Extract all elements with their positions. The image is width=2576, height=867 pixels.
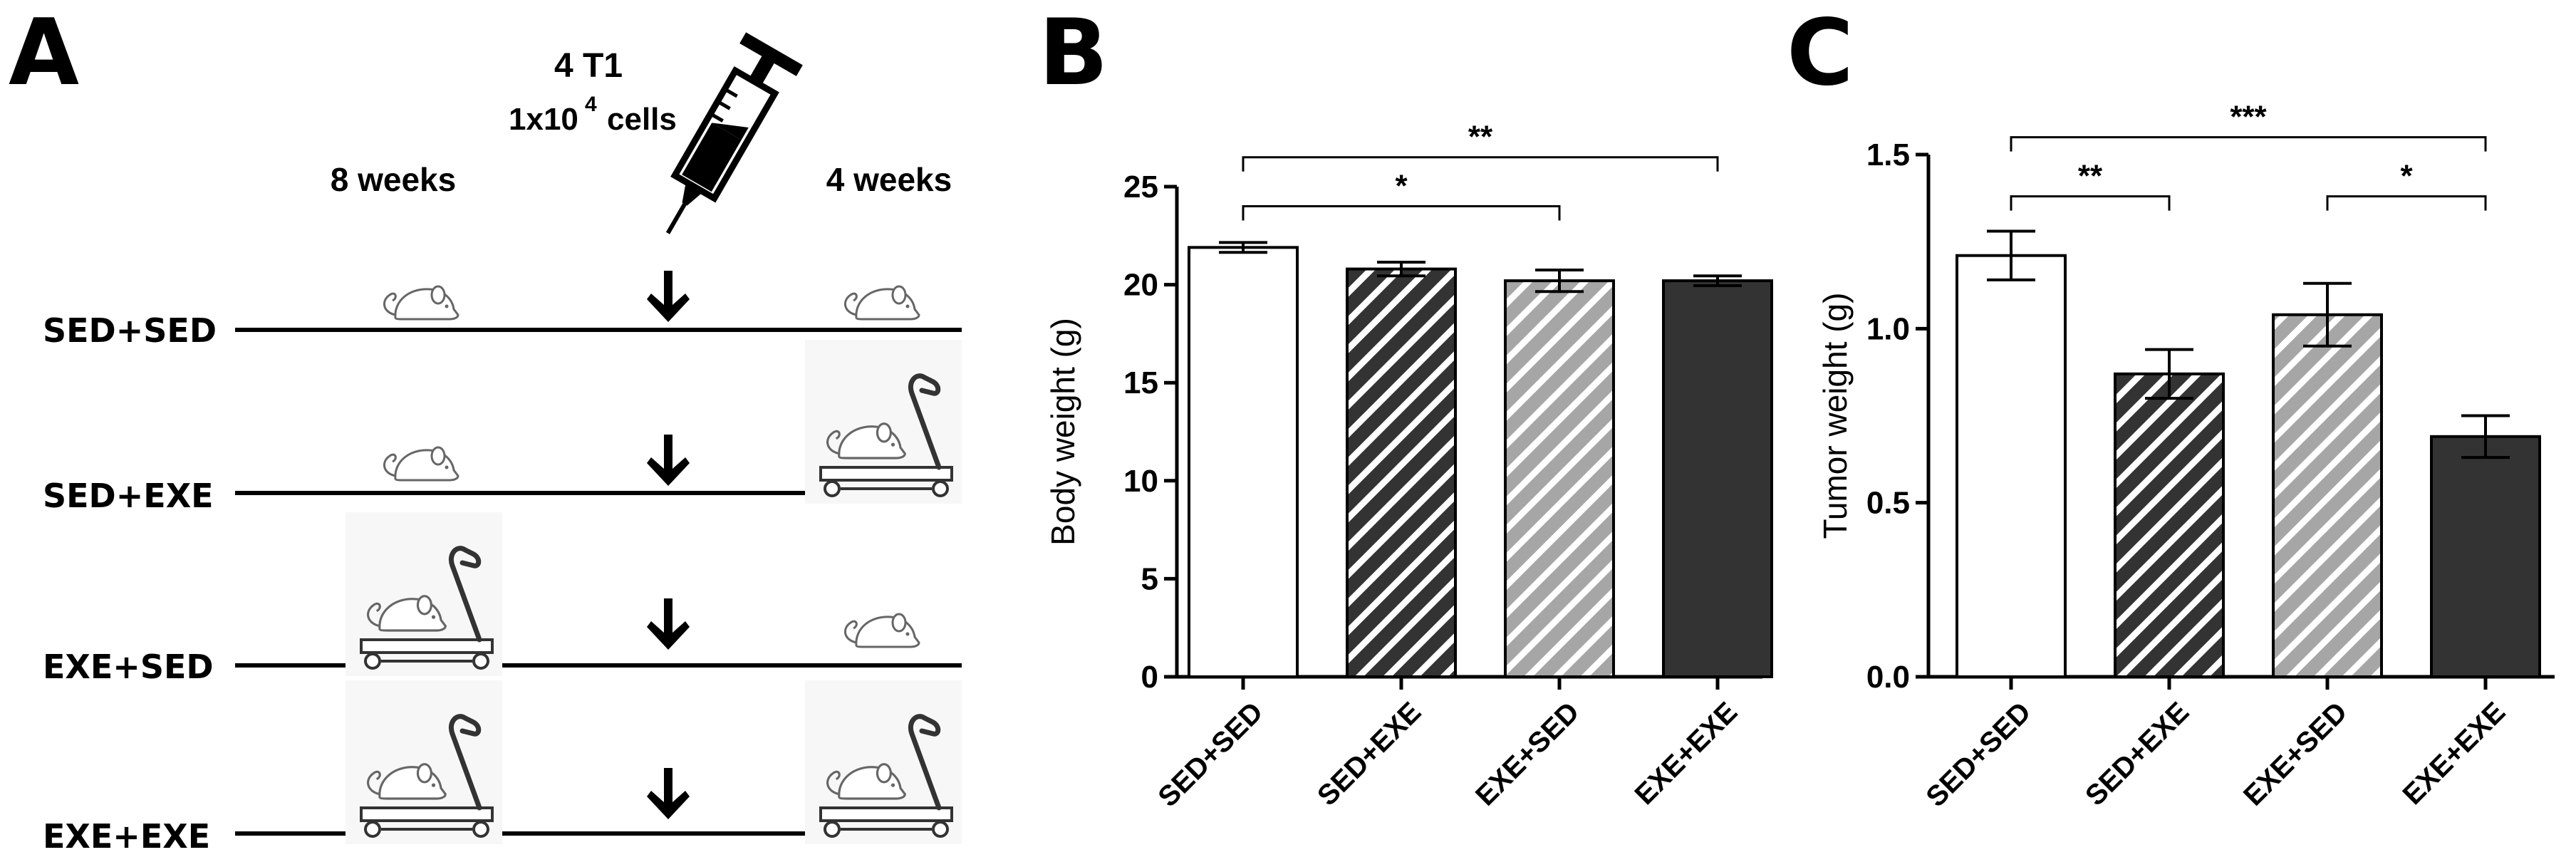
panel-letter-a: A (9, 0, 79, 106)
x-category-label: SED+SED (1152, 696, 1269, 813)
group-label: SED+EXE (43, 477, 214, 515)
significance-label: * (2400, 159, 2413, 194)
panel-letter-c: C (1787, 0, 1854, 106)
bar-exe-sed (1504, 279, 1615, 678)
panel-letter-b: B (1039, 0, 1108, 106)
y-tick-label: 1.0 (1866, 311, 1910, 346)
y-tick-label: 20 (1123, 268, 1158, 303)
group-label: EXE+SED (43, 648, 214, 686)
group-row-exe-exe: EXE+EXE (43, 680, 962, 856)
significance-label: * (1395, 169, 1408, 204)
x-category-label: EXE+SED (2238, 696, 2353, 811)
y-tick-label: 1.5 (1866, 137, 1910, 172)
treadmill-mouse-icon (346, 512, 502, 676)
bar-exe-exe (2430, 435, 2541, 678)
significance-label: *** (2230, 100, 2267, 135)
bar-exe-exe (1662, 279, 1773, 678)
significance-bracket (1242, 156, 1719, 172)
y-axis-label: Tumor weight (g) (1817, 293, 1854, 539)
y-tick-label: 0.5 (1866, 486, 1910, 521)
treadmill-mouse-icon (805, 680, 962, 844)
x-category-label: SED+EXE (2079, 696, 2195, 811)
bar-exe-sed (2272, 313, 2383, 678)
arrow-down-icon (647, 271, 690, 322)
y-tick-label: 5 (1141, 561, 1158, 596)
bar-sed-sed (1956, 254, 2067, 679)
group-label: SED+SED (43, 311, 217, 350)
bar-sed-sed (1188, 246, 1299, 678)
mouse-icon (383, 446, 459, 482)
y-tick-label: 25 (1123, 170, 1158, 204)
injection-cells-unit: cells (607, 102, 677, 137)
bar-sed-exe (1346, 267, 1457, 679)
arrow-down-icon (647, 768, 690, 819)
mouse-icon (843, 613, 920, 648)
chart-tumor-weight: Tumor weight (g) 0.0 0.5 1.0 1.5 SED+SED SED+E… (1817, 100, 2555, 813)
injection-cells-exponent: 4 (585, 93, 597, 116)
arrow-down-icon (647, 435, 690, 486)
mouse-icon (383, 285, 459, 321)
period-label-1: 8 weeks (331, 161, 456, 198)
injection-cells-base: 1x10 (509, 102, 578, 137)
period-label-2: 4 weeks (826, 161, 952, 198)
treadmill-mouse-icon (805, 340, 962, 504)
significance-label: ** (2078, 159, 2103, 194)
bar-sed-exe (2114, 372, 2225, 678)
significance-bracket (2326, 195, 2487, 211)
group-row-sed-sed: SED+SED (43, 271, 962, 350)
chart-body-weight: Body weight (g) 0 5 10 15 20 25 SED+SED SED+EXE E… (1044, 120, 1773, 813)
y-tick-label: 10 (1123, 464, 1158, 499)
injection-title: 4 T1 (554, 47, 623, 85)
x-category-label: EXE+EXE (2397, 696, 2512, 811)
x-category-label: EXE+EXE (1629, 696, 1744, 811)
arrow-down-icon (647, 598, 690, 650)
y-tick-label: 15 (1123, 365, 1158, 400)
y-tick-label: 0.0 (1866, 660, 1910, 695)
group-label: EXE+EXE (43, 817, 210, 856)
syringe-icon (665, 32, 803, 234)
treadmill-mouse-icon (346, 680, 502, 844)
panel-a: A 4 T1 1x10 4 cells 8 weeks 4 weeks SED+… (9, 0, 962, 856)
x-category-label: EXE+SED (1470, 696, 1585, 811)
x-category-label: SED+SED (1920, 696, 2037, 813)
y-tick-label: 0 (1141, 660, 1158, 695)
group-row-sed-exe: SED+EXE (43, 340, 962, 515)
group-row-exe-sed: EXE+SED (43, 512, 962, 686)
x-category-label: SED+EXE (1312, 696, 1427, 811)
significance-bracket (1242, 205, 1561, 221)
significance-label: ** (1468, 120, 1493, 155)
significance-bracket (2010, 136, 2487, 152)
significance-bracket (2010, 195, 2171, 211)
mouse-icon (843, 285, 920, 321)
y-axis-label: Body weight (g) (1044, 318, 1081, 546)
